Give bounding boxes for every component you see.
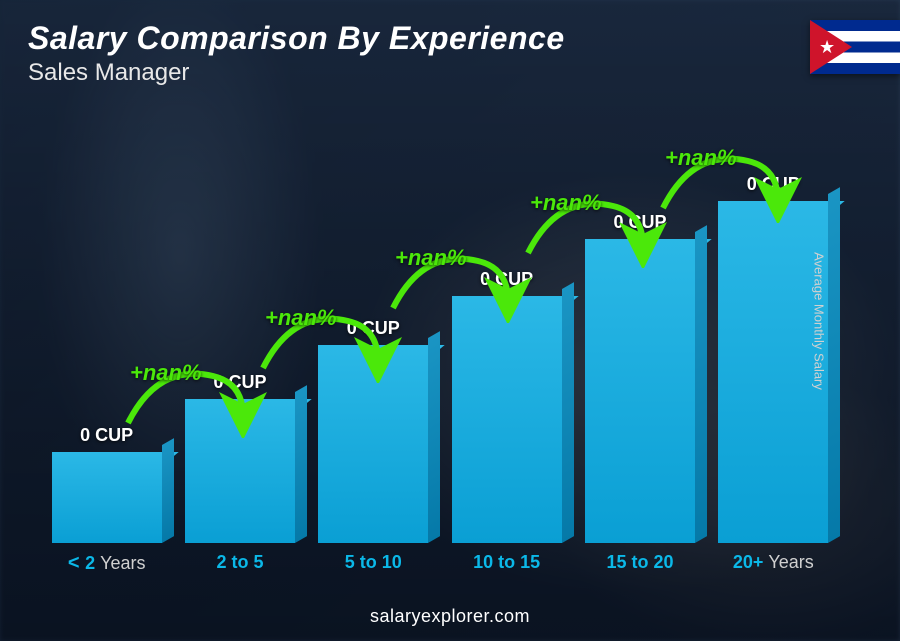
bars-container: 0 CUP 0 CUP 0 CUP 0 CUP 0 CUP 0 CUP: [40, 130, 840, 543]
percent-increase-label: +nan%: [265, 305, 337, 331]
bar-slot: 0 CUP: [52, 425, 162, 543]
footer-text: salaryexplorer.com: [370, 606, 530, 626]
bar-slot: 0 CUP: [185, 372, 295, 543]
bar: [185, 399, 295, 543]
y-axis-label: Average Monthly Salary: [812, 252, 827, 390]
bar-front-face: [585, 239, 695, 543]
header: Salary Comparison By Experience Sales Ma…: [28, 20, 565, 87]
x-axis-label: 2 to 5: [185, 552, 295, 575]
x-axis-label: < 2 Years: [52, 552, 162, 575]
bar-front-face: [52, 452, 162, 543]
chart-subtitle: Sales Manager: [28, 59, 565, 87]
country-flag-icon: ★: [810, 20, 900, 74]
bar-front-face: [185, 399, 295, 543]
percent-increase-label: +nan%: [530, 190, 602, 216]
bar-value-label: 0 CUP: [347, 318, 400, 339]
footer: salaryexplorer.com: [0, 606, 900, 627]
x-axis-label: 10 to 15: [452, 552, 562, 575]
bar-slot: 0 CUP: [318, 318, 428, 543]
bar-value-label: 0 CUP: [213, 372, 266, 393]
bar-value-label: 0 CUP: [747, 174, 800, 195]
x-axis-label: 20+ Years: [718, 552, 828, 575]
bar: [52, 452, 162, 543]
bar-chart: 0 CUP0 CUP0 CUP0 CUP0 CUP0 CUP < 2 Years…: [40, 130, 840, 571]
percent-increase-label: +nan%: [665, 145, 737, 171]
bar-front-face: [452, 296, 562, 543]
x-axis-label: 15 to 20: [585, 552, 695, 575]
bar-value-label: 0 CUP: [613, 212, 666, 233]
bar: [318, 345, 428, 543]
percent-increase-label: +nan%: [130, 360, 202, 386]
flag-star: ★: [819, 38, 835, 56]
bar-slot: 0 CUP: [585, 212, 695, 543]
x-axis-labels: < 2 Years 2 to 5 5 to 10 10 to 15 15 to 20 20…: [40, 552, 840, 575]
bar: [585, 239, 695, 543]
bar-front-face: [318, 345, 428, 543]
chart-title: Salary Comparison By Experience: [28, 20, 565, 57]
bar: [452, 296, 562, 543]
x-axis-label: 5 to 10: [318, 552, 428, 575]
bar-slot: 0 CUP: [452, 269, 562, 543]
bar-value-label: 0 CUP: [80, 425, 133, 446]
percent-increase-label: +nan%: [395, 245, 467, 271]
bar-value-label: 0 CUP: [480, 269, 533, 290]
